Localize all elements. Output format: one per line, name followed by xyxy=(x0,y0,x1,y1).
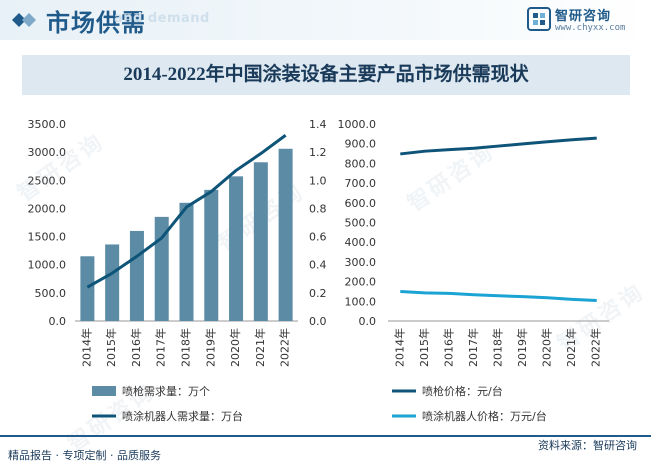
brand-logo-icon xyxy=(527,7,551,31)
y-axis-tick-label: 100.0 xyxy=(345,295,377,308)
bar xyxy=(229,176,244,321)
x-tick-label: 2017年 xyxy=(154,328,168,367)
right-axis-tick-label: 0.0 xyxy=(309,315,327,328)
x-tick-label: 2021年 xyxy=(253,328,267,367)
y-axis-tick-label: 800.0 xyxy=(345,157,377,170)
bar xyxy=(204,189,219,321)
y-axis-tick-label: 200.0 xyxy=(345,276,377,289)
bar xyxy=(129,230,144,321)
x-tick-label: 2020年 xyxy=(228,328,242,367)
x-tick-label: 2015年 xyxy=(417,328,431,367)
left-axis-tick-label: 1000.0 xyxy=(28,259,67,272)
series-line-spray-gun-price xyxy=(400,136,597,156)
source-name: 智研咨询 xyxy=(593,439,637,452)
right-axis-tick-label: 1.4 xyxy=(309,118,327,131)
brand-name: 智研咨询 xyxy=(555,9,612,24)
right-axis-tick-label: 0.8 xyxy=(309,202,327,215)
right-axis-tick-label: 0.4 xyxy=(309,259,327,272)
left-axis-tick-label: 2500.0 xyxy=(28,174,67,187)
x-tick-label: 2022年 xyxy=(589,328,603,367)
x-tick-label: 2019年 xyxy=(515,328,529,367)
y-axis-tick-label: 600.0 xyxy=(345,197,377,210)
chart-title: 2014-2022年中国涂装设备主要产品市场供需现状 xyxy=(22,55,630,95)
bar xyxy=(278,148,293,321)
y-axis-tick-label: 900.0 xyxy=(345,138,377,151)
x-tick-label: 2014年 xyxy=(392,328,406,367)
left-axis-tick-label: 3500.0 xyxy=(28,118,67,131)
bar xyxy=(80,256,95,321)
legend-label: 喷涂机器人需求量：万台 xyxy=(122,409,243,423)
y-axis-tick-label: 400.0 xyxy=(345,236,377,249)
brand-url: www.chyxx.com xyxy=(555,23,626,33)
x-tick-label: 2015年 xyxy=(104,328,118,367)
header-band: 市场供需 and demand 智研咨询 www.chyxx.com xyxy=(0,0,651,40)
bar xyxy=(179,202,194,321)
x-tick-label: 2021年 xyxy=(564,328,578,367)
legend-label: 喷枪价格：元/台 xyxy=(422,384,503,398)
x-tick-label: 2019年 xyxy=(203,328,217,367)
series-line-robot-demand xyxy=(86,134,287,289)
x-tick-label: 2022年 xyxy=(278,328,292,367)
x-tick-label: 2016年 xyxy=(441,328,455,367)
x-tick-label: 2020年 xyxy=(540,328,554,367)
diamond-icon xyxy=(12,13,36,27)
right-axis-tick-label: 1.0 xyxy=(309,174,327,187)
y-axis-tick-label: 1000.0 xyxy=(338,118,377,131)
footer-divider xyxy=(0,435,651,437)
y-axis-tick-label: 700.0 xyxy=(345,177,377,190)
right-axis-tick-label: 1.2 xyxy=(309,146,327,159)
x-tick-label: 2017年 xyxy=(466,328,480,367)
x-tick-label: 2018年 xyxy=(491,328,505,367)
brand-logo: 智研咨询 www.chyxx.com xyxy=(527,5,637,35)
bar xyxy=(253,162,268,321)
footer-source: 资料来源：智研咨询 xyxy=(538,437,637,453)
x-tick-label: 2018年 xyxy=(179,328,193,367)
y-axis-tick-label: 0.0 xyxy=(359,315,377,328)
bar xyxy=(154,216,169,321)
y-axis-tick-label: 300.0 xyxy=(345,256,377,269)
left-axis-tick-label: 500.0 xyxy=(35,287,67,300)
bar xyxy=(105,244,120,321)
page-title: 市场供需 xyxy=(46,9,146,37)
left-axis-tick-label: 1500.0 xyxy=(28,231,67,244)
x-tick-label: 2014年 xyxy=(79,328,93,367)
left-axis-tick-label: 2000.0 xyxy=(28,202,67,215)
header-ghost-text: and demand xyxy=(114,11,210,26)
right-axis-tick-label: 0.6 xyxy=(309,231,327,244)
left-axis-tick-label: 3000.0 xyxy=(28,146,67,159)
legend-label: 喷枪需求量：万个 xyxy=(122,384,210,398)
x-tick-label: 2016年 xyxy=(129,328,143,367)
right-axis-tick-label: 0.2 xyxy=(309,287,327,300)
source-label: 资料来源： xyxy=(538,439,593,452)
left-axis-tick-label: 0.0 xyxy=(49,315,67,328)
y-axis-tick-label: 500.0 xyxy=(345,217,377,230)
legend-swatch-bar xyxy=(92,386,116,396)
footer-tagline: 精品报告 · 专项定制 · 品质服务 xyxy=(8,449,161,462)
legend-label: 喷涂机器人价格：万元/台 xyxy=(422,409,547,423)
series-line-robot-price xyxy=(400,289,597,303)
